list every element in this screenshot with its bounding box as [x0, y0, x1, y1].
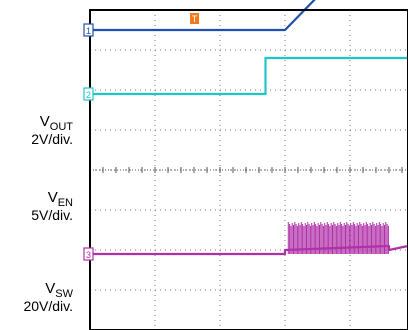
trigger-marker: T [190, 13, 199, 24]
ven-label-name: V [47, 189, 58, 206]
ven-trace [90, 56, 408, 96]
trigger-marker-label: T [192, 14, 198, 24]
vout-channel-marker-box [83, 23, 94, 37]
vsw-label: VSW 20V/div. [23, 280, 73, 315]
plot-border [89, 9, 408, 330]
vsw-channel-marker-box [83, 247, 94, 261]
vsw-channel-marker-label: 3 [86, 250, 91, 260]
ven-channel-marker-box [83, 87, 94, 101]
vout-label-name: V [39, 113, 50, 130]
ven-label: VEN 5V/div. [31, 189, 73, 224]
vout-label-subscript: OUT [49, 121, 73, 133]
vsw-switching-burst [287, 222, 389, 254]
vsw-label-subscript: SW [55, 288, 73, 300]
ven-label-subscript: EN [57, 197, 73, 209]
vsw-label-name: V [45, 280, 56, 297]
channel-markers: 1 2 3 [83, 23, 94, 261]
ven-label-scale: 5V/div. [31, 207, 73, 223]
vout-label: VOUT 2V/div. [31, 113, 73, 148]
vout-label-scale: 2V/div. [31, 131, 73, 147]
vsw-trace [90, 244, 408, 256]
vsw-label-scale: 20V/div. [23, 298, 73, 314]
vout-trace [90, 0, 316, 32]
ven-channel-marker-label: 2 [86, 90, 91, 100]
trigger-marker-box [190, 13, 199, 24]
traces [90, 0, 408, 256]
vout-channel-marker-label: 1 [86, 26, 91, 36]
